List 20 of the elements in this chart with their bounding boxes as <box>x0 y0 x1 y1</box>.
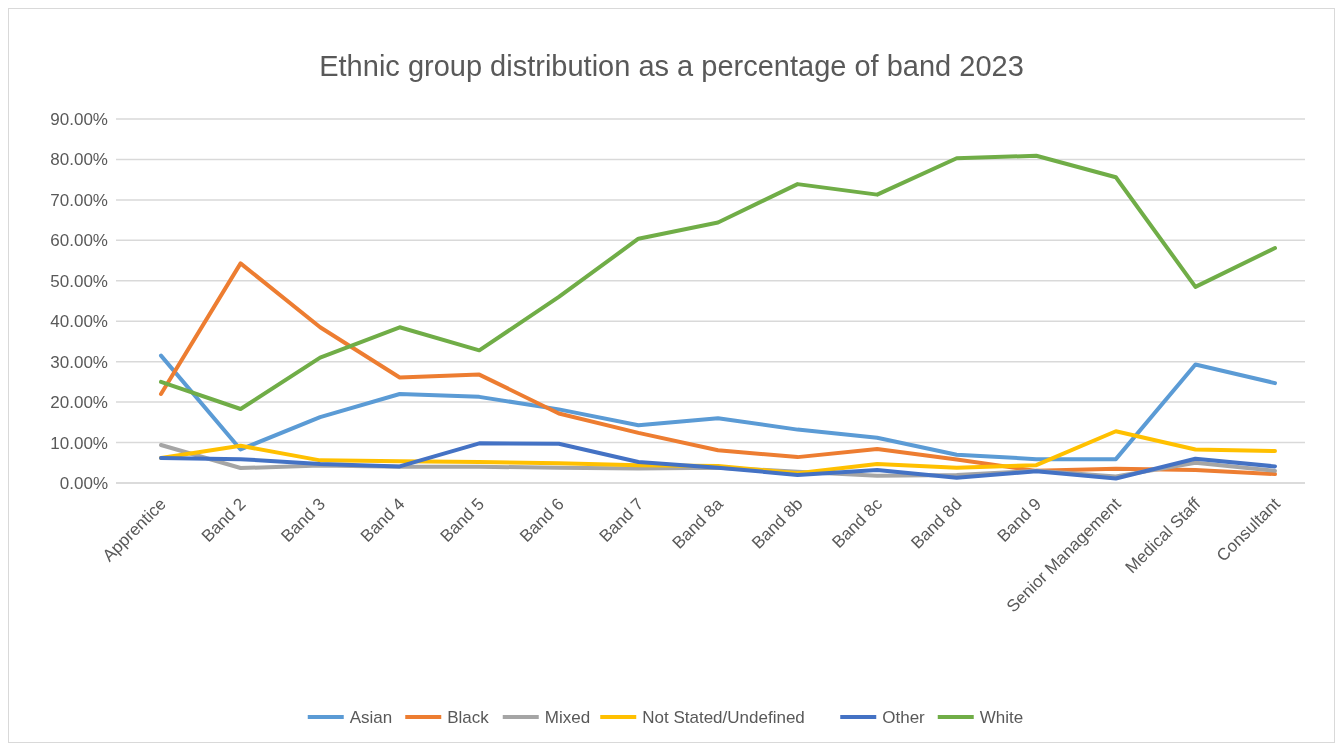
legend-label: Black <box>447 708 490 727</box>
line-series <box>159 353 1277 462</box>
y-tick-label: 0.00% <box>59 473 108 493</box>
y-tick-label: 30.00% <box>50 352 108 372</box>
y-tick-label: 70.00% <box>50 190 108 210</box>
y-tick-label: 80.00% <box>50 150 108 170</box>
line-series <box>159 261 1277 477</box>
y-tick-label: 90.00% <box>50 109 108 129</box>
y-tick-label: 60.00% <box>50 231 108 251</box>
y-tick-label: 10.00% <box>50 433 108 453</box>
legend-label: Not Stated/Undefined <box>642 708 805 727</box>
chart-title: Ethnic group distribution as a percentage of band 2023 <box>319 50 1024 82</box>
y-tick-label: 40.00% <box>50 312 108 332</box>
line-series <box>159 153 1277 411</box>
legend-label: Mixed <box>544 708 591 727</box>
legend-label: Asian <box>349 708 393 727</box>
legend-label: Other <box>882 708 926 727</box>
y-tick-label: 50.00% <box>50 271 108 291</box>
legend-label: White <box>979 708 1024 727</box>
y-tick-label: 20.00% <box>50 393 108 413</box>
